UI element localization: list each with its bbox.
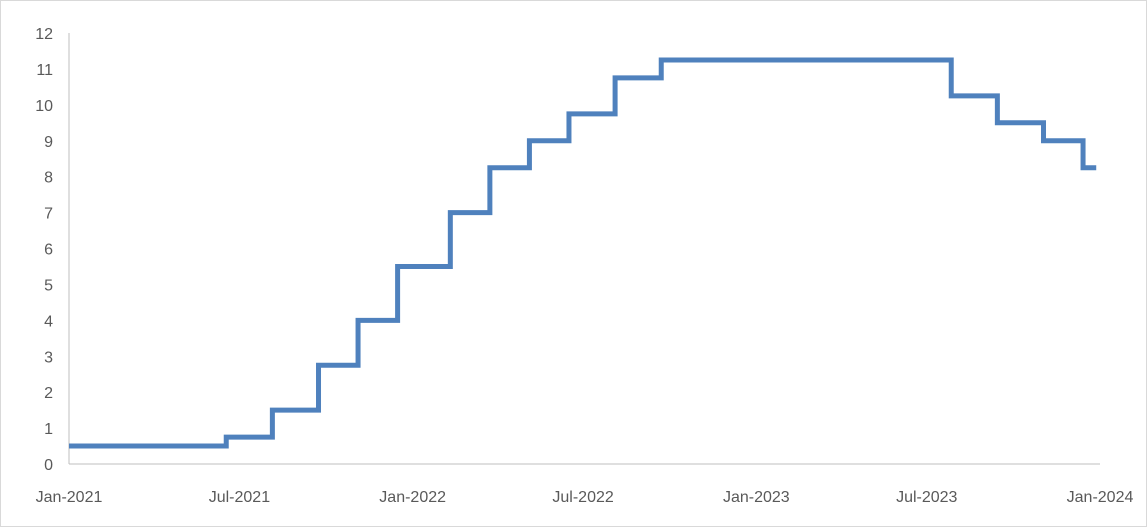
- y-tick-label: 3: [44, 349, 53, 366]
- y-tick-label: 4: [44, 313, 53, 330]
- x-tick-label: Jan-2021: [36, 489, 103, 506]
- x-tick-label: Jan-2023: [723, 489, 790, 506]
- y-tick-label: 0: [44, 457, 53, 474]
- x-tick-label: Jan-2024: [1067, 489, 1134, 506]
- y-tick-label: 9: [44, 134, 53, 151]
- y-tick-label: 6: [44, 242, 53, 259]
- x-tick-label: Jul-2023: [896, 489, 957, 506]
- x-axis-tick-labels: Jan-2021 Jul-2021 Jan-2022 Jul-2022 Jan-2023…: [36, 489, 1134, 506]
- y-tick-label: 8: [44, 170, 53, 187]
- y-tick-label: 1: [44, 421, 53, 438]
- series-group: [69, 57, 1097, 449]
- y-tick-label: 5: [44, 277, 53, 294]
- y-tick-label: 10: [35, 98, 53, 115]
- y-tick-label: 7: [44, 206, 53, 223]
- x-tick-label: Jul-2021: [209, 489, 270, 506]
- x-tick-label: Jul-2022: [552, 489, 613, 506]
- y-tick-label: 11: [36, 62, 53, 79]
- x-tick-label: Jan-2022: [379, 489, 446, 506]
- rate-series-line: [69, 57, 1097, 449]
- y-tick-label: 12: [35, 26, 53, 43]
- y-tick-label: 2: [44, 385, 53, 402]
- axes: [68, 33, 1100, 465]
